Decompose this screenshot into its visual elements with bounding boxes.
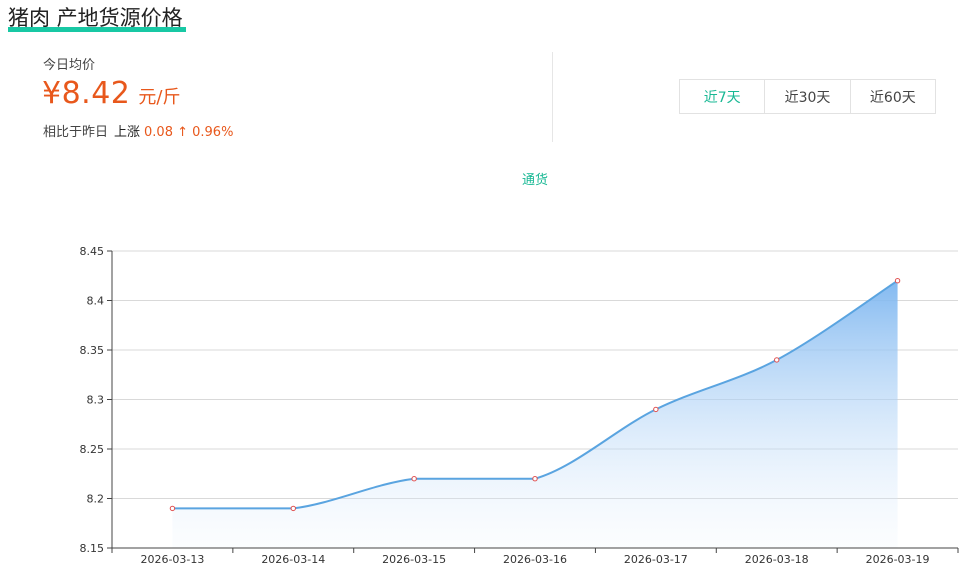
data-point[interactable] xyxy=(653,406,659,413)
today-average-label: 今日均价 xyxy=(43,58,96,73)
x-tick-label: 2026-03-16 xyxy=(503,553,567,566)
chart-axes: 8.15 8.2 8.25 8.3 8.35 8.4 8.45 2026-03-13 2026-… xyxy=(80,245,959,566)
compare-change: 0.08 ↑ 0.96% xyxy=(144,125,234,140)
range-tab-60-days[interactable]: 近60天 xyxy=(849,80,935,113)
y-tick-label: 8.3 xyxy=(87,394,105,407)
data-point[interactable] xyxy=(532,476,538,482)
x-tick-label: 2026-03-13 xyxy=(140,553,204,566)
y-tick-label: 8.25 xyxy=(80,443,105,456)
data-point[interactable] xyxy=(169,505,176,512)
data-point[interactable] xyxy=(411,476,417,482)
price-value: ¥8.42 xyxy=(42,76,131,111)
x-tick-label: 2026-03-19 xyxy=(866,553,930,566)
y-tick-label: 8.45 xyxy=(80,245,105,258)
range-tab-30-days[interactable]: 近30天 xyxy=(764,80,849,113)
title-underline xyxy=(8,27,186,32)
page-title: 猪肉 产地货源价格 xyxy=(8,6,183,30)
x-tick-label: 2026-03-18 xyxy=(745,553,809,566)
compare-direction: 上涨 xyxy=(114,125,141,140)
chart-area xyxy=(172,279,899,548)
compare-label: 相比于昨日 xyxy=(43,125,109,140)
price-display: ¥8.42 元/斤 xyxy=(42,76,180,111)
x-tick-label: 2026-03-14 xyxy=(261,553,325,566)
range-tab-7-days[interactable]: 近7天 xyxy=(703,89,741,106)
vertical-divider xyxy=(552,52,553,142)
y-tick-label: 8.4 xyxy=(87,295,105,308)
price-unit: 元/斤 xyxy=(138,87,181,108)
range-selector: 近7天 近30天 近60天 xyxy=(679,79,936,114)
chart-points xyxy=(169,278,901,512)
x-tick-label: 2026-03-15 xyxy=(382,553,446,566)
series-area xyxy=(172,280,898,548)
data-point[interactable] xyxy=(894,278,901,284)
data-point[interactable] xyxy=(290,505,296,512)
data-point[interactable] xyxy=(774,357,780,363)
compare-row: 相比于昨日 上涨 0.08 ↑ 0.96% xyxy=(43,121,233,140)
chart-legend-item[interactable]: 通货 xyxy=(521,173,548,188)
y-tick-label: 8.35 xyxy=(80,344,105,357)
x-tick-label: 2026-03-17 xyxy=(624,553,688,566)
y-tick-label: 8.2 xyxy=(87,493,105,506)
y-tick-label: 8.15 xyxy=(80,542,105,555)
